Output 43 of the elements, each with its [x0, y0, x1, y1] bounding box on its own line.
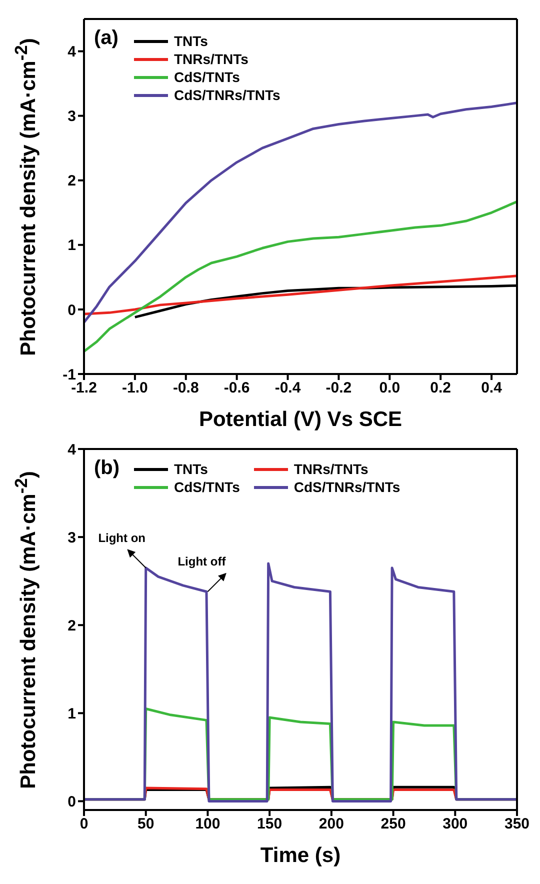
legend-label: CdS/TNRs/TNTs — [174, 87, 280, 103]
legend-label: CdS/TNTs — [174, 479, 240, 495]
x-axis-title: Time (s) — [259, 844, 342, 868]
x-tick-label: -1.0 — [122, 380, 148, 397]
y-tick-label: 0 — [68, 794, 76, 811]
x-tick-label: 0.0 — [379, 380, 400, 397]
x-tick-label: 0.2 — [430, 380, 452, 397]
y-tick-label: 3 — [68, 529, 76, 546]
x-tick-label: -0.8 — [172, 380, 199, 397]
y-tick-label: 2 — [68, 172, 76, 190]
y-tick-label: 4 — [68, 441, 77, 458]
y-tick-label: 1 — [68, 705, 76, 722]
annotation: (a) — [94, 27, 118, 50]
y-tick-label: 1 — [68, 237, 76, 254]
legend-label: TNRs/TNTs — [294, 461, 368, 477]
x-tick-label: 150 — [257, 816, 282, 833]
x-tick-label: 100 — [195, 816, 220, 833]
annotation: (b) — [94, 457, 120, 480]
x-tick-label: -0.2 — [326, 380, 352, 397]
y-tick-label: 4 — [68, 44, 77, 61]
legend-label: CdS/TNRs/TNTs — [294, 479, 400, 495]
legend-label: TNRs/TNTs — [174, 51, 248, 67]
legend-label: TNTs — [174, 461, 208, 477]
y-tick-label: 2 — [68, 617, 76, 634]
x-tick-label: 0 — [80, 816, 88, 833]
y-tick-label: 3 — [68, 108, 76, 126]
x-tick-label: 300 — [442, 816, 468, 833]
x-tick-label: 350 — [504, 816, 530, 833]
y-tick-label: 0 — [68, 302, 76, 319]
x-tick-label: 200 — [318, 816, 344, 833]
x-axis-title: Potential (V) Vs SCE — [198, 408, 404, 432]
line-series — [84, 102, 517, 324]
x-tick-label: 0.4 — [481, 380, 503, 397]
x-tick-label: 50 — [138, 816, 154, 833]
line-series — [84, 200, 517, 353]
legend-label: CdS/TNTs — [174, 69, 240, 85]
line-series — [84, 274, 517, 316]
legend-label: TNTs — [174, 33, 208, 49]
x-tick-label: 250 — [380, 816, 406, 833]
x-tick-label: -0.4 — [274, 380, 302, 397]
x-tick-label: -0.6 — [224, 380, 250, 397]
annotation: Light on — [98, 530, 146, 545]
annotation: Light off — [178, 554, 227, 569]
